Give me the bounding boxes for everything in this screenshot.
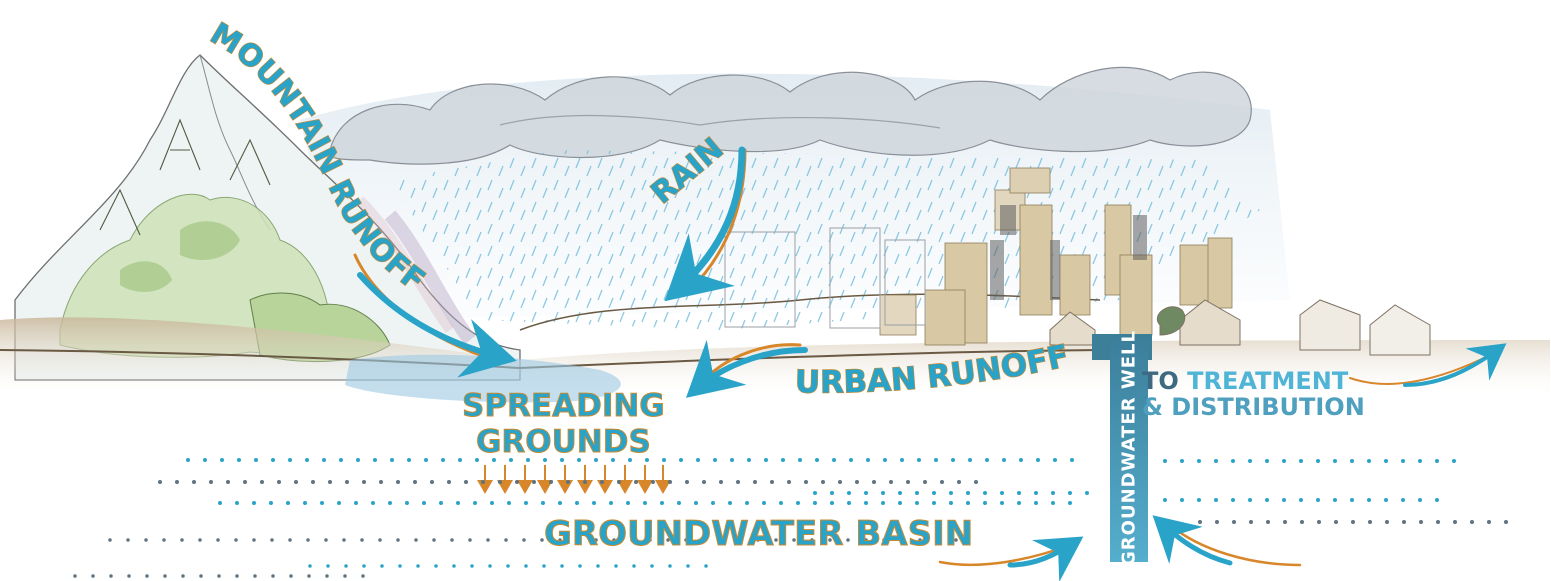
infiltration-arrows <box>477 465 671 494</box>
spreading-line-2: GROUNDS <box>475 424 651 461</box>
treatment-word-treatment: TREATMENT <box>1187 367 1349 395</box>
city-skyline <box>879 167 1233 346</box>
treatment-word-to: TO <box>1142 367 1179 395</box>
treatment-line-2: & DISTRIBUTION <box>1142 393 1365 421</box>
spreading-pond <box>345 354 621 403</box>
groundwater-basin-label: GROUNDWATER BASIN <box>543 514 974 555</box>
treatment-distribution-label: TO TREATMENT & DISTRIBUTION <box>1142 368 1365 420</box>
city-shadows <box>990 205 1147 300</box>
groundwater-well <box>1110 336 1148 562</box>
groundwater-dots <box>73 458 1512 578</box>
flow-arrows <box>353 146 1507 581</box>
forest <box>59 118 391 363</box>
groundwater-well-label: GROUNDWATER WELL <box>1118 330 1140 566</box>
houses <box>1049 299 1431 356</box>
spreading-line-1: SPREADING <box>462 388 666 425</box>
spreading-grounds-label: SPREADING GROUNDS <box>462 388 666 461</box>
treatment-line-1: TO TREATMENT <box>1142 368 1365 394</box>
